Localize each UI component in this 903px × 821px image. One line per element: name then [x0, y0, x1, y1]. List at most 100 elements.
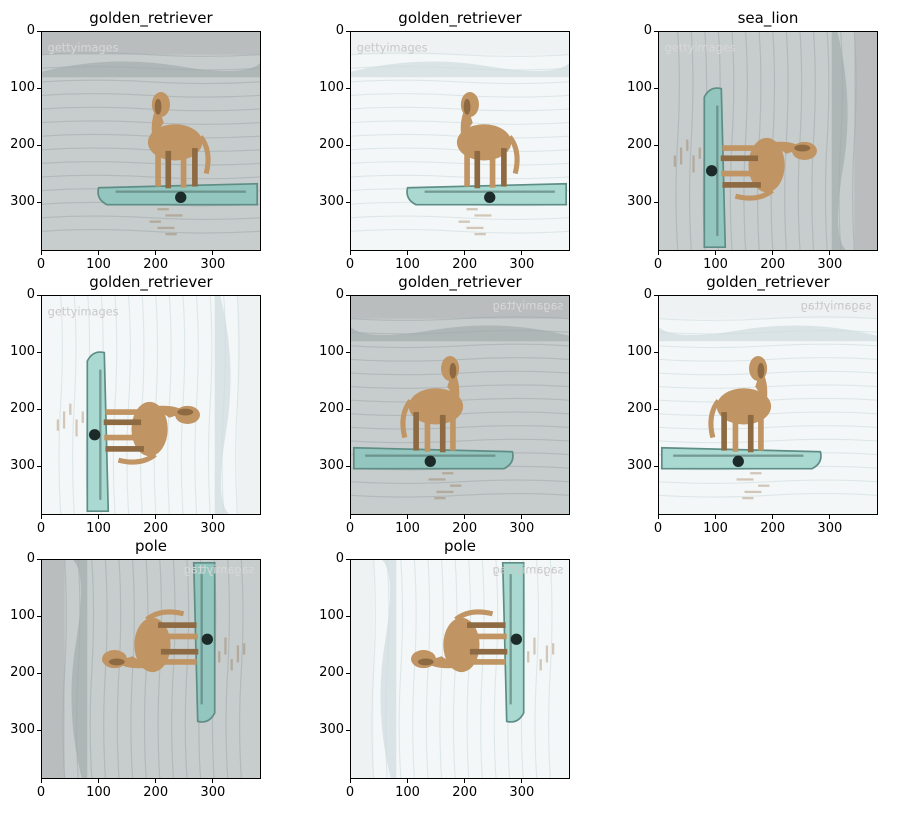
y-tick-mark [37, 409, 41, 411]
y-tick-mark [37, 295, 41, 296]
x-tick-mark [98, 251, 100, 255]
y-tick-label: 200 [627, 137, 652, 153]
image-axes: sagamiyttag [350, 295, 570, 515]
y-tick-label: 300 [319, 194, 344, 210]
y-tick-label: 300 [10, 194, 35, 210]
x-tick-mark [407, 251, 409, 255]
image-axes: gettyimages [350, 31, 570, 251]
x-tick-mark [155, 251, 157, 255]
x-tick-label: 0 [653, 521, 663, 536]
y-tick-mark [346, 673, 350, 675]
y-tick-mark [654, 466, 658, 468]
x-tick-mark [212, 779, 214, 783]
x-tick-mark [350, 779, 351, 783]
image-axes: sagamiyttag [350, 559, 570, 779]
y-tick-mark [654, 409, 658, 411]
y-tick-mark [654, 31, 658, 32]
image-axes: gettyimages [41, 31, 261, 251]
y-tick-mark [346, 616, 350, 618]
y-tick-label: 300 [10, 722, 35, 738]
y-tick-label: 0 [335, 551, 344, 566]
x-tick-mark [41, 251, 42, 255]
x-tick-label: 300 [509, 785, 535, 800]
y-tick-mark [346, 466, 350, 468]
y-tick-label: 0 [335, 287, 344, 302]
y-tick-label: 0 [26, 551, 35, 566]
y-tick-label: 100 [627, 344, 652, 360]
y-tick-label: 0 [26, 23, 35, 38]
scene-image: sagamiyttag [351, 296, 569, 514]
x-tick-mark [464, 515, 466, 519]
x-tick-mark [350, 515, 351, 519]
y-tick-mark [654, 352, 658, 354]
y-tick-label: 100 [10, 344, 35, 360]
x-tick-label: 300 [817, 257, 843, 272]
x-tick-mark [350, 251, 351, 255]
y-tick-mark [37, 88, 41, 90]
y-tick-mark [346, 352, 350, 354]
x-tick-label: 100 [395, 785, 420, 800]
y-tick-label: 200 [319, 665, 344, 681]
panel-title: pole [134, 537, 168, 555]
x-tick-label: 100 [703, 521, 728, 536]
y-tick-label: 100 [319, 344, 344, 360]
y-tick-mark [37, 616, 41, 618]
x-tick-label: 0 [653, 257, 663, 272]
x-tick-label: 200 [143, 257, 169, 272]
x-tick-label: 100 [86, 521, 111, 536]
y-tick-mark [346, 88, 350, 90]
y-tick-mark [654, 202, 658, 204]
x-tick-mark [212, 515, 214, 519]
image-axes: gettyimages [658, 31, 878, 251]
scene-image: sagamiyttag [659, 296, 877, 514]
y-tick-mark [37, 145, 41, 147]
y-tick-label: 200 [319, 401, 344, 417]
y-tick-label: 100 [10, 80, 35, 96]
x-tick-mark [98, 515, 100, 519]
y-tick-mark [37, 730, 41, 732]
x-tick-mark [829, 251, 831, 255]
y-tick-label: 200 [10, 137, 35, 153]
x-tick-label: 300 [200, 521, 226, 536]
svg-text:sagamiyttag: sagamiyttag [801, 299, 872, 313]
y-tick-label: 300 [10, 458, 35, 474]
panel-title: pole [443, 537, 477, 555]
panel-title: golden_retriever [706, 273, 830, 291]
scene-image: sagamiyttag [351, 560, 569, 778]
y-tick-label: 100 [319, 80, 344, 96]
x-tick-label: 100 [395, 521, 420, 536]
x-tick-label: 300 [200, 257, 226, 272]
y-tick-mark [37, 466, 41, 468]
y-tick-mark [346, 145, 350, 147]
y-tick-mark [37, 31, 41, 32]
y-tick-label: 0 [643, 287, 652, 302]
svg-text:gettyimages: gettyimages [357, 40, 428, 54]
x-tick-mark [407, 779, 409, 783]
x-tick-label: 100 [86, 257, 111, 272]
x-tick-mark [772, 515, 774, 519]
x-tick-label: 100 [703, 257, 728, 272]
x-tick-mark [155, 779, 157, 783]
image-axes: sagamiyttag [41, 559, 261, 779]
scene-image: gettyimages [351, 32, 569, 250]
y-tick-label: 300 [627, 458, 652, 474]
x-tick-label: 300 [509, 521, 535, 536]
y-tick-label: 300 [319, 722, 344, 738]
x-tick-mark [715, 515, 717, 519]
y-tick-label: 0 [643, 23, 652, 38]
x-tick-mark [41, 779, 42, 783]
y-tick-mark [654, 88, 658, 90]
x-tick-mark [407, 515, 409, 519]
x-tick-label: 300 [200, 785, 226, 800]
y-tick-label: 200 [10, 665, 35, 681]
svg-text:gettyimages: gettyimages [665, 40, 736, 54]
panel-title: sea_lion [737, 9, 799, 27]
x-tick-label: 200 [452, 521, 478, 536]
svg-text:sagamiyttag: sagamiyttag [493, 299, 564, 313]
svg-text:sagamiyttag: sagamiyttag [493, 563, 564, 577]
x-tick-label: 300 [509, 257, 535, 272]
y-tick-mark [346, 202, 350, 204]
x-tick-label: 0 [345, 257, 355, 272]
x-tick-label: 200 [143, 785, 169, 800]
x-tick-label: 0 [36, 521, 46, 536]
